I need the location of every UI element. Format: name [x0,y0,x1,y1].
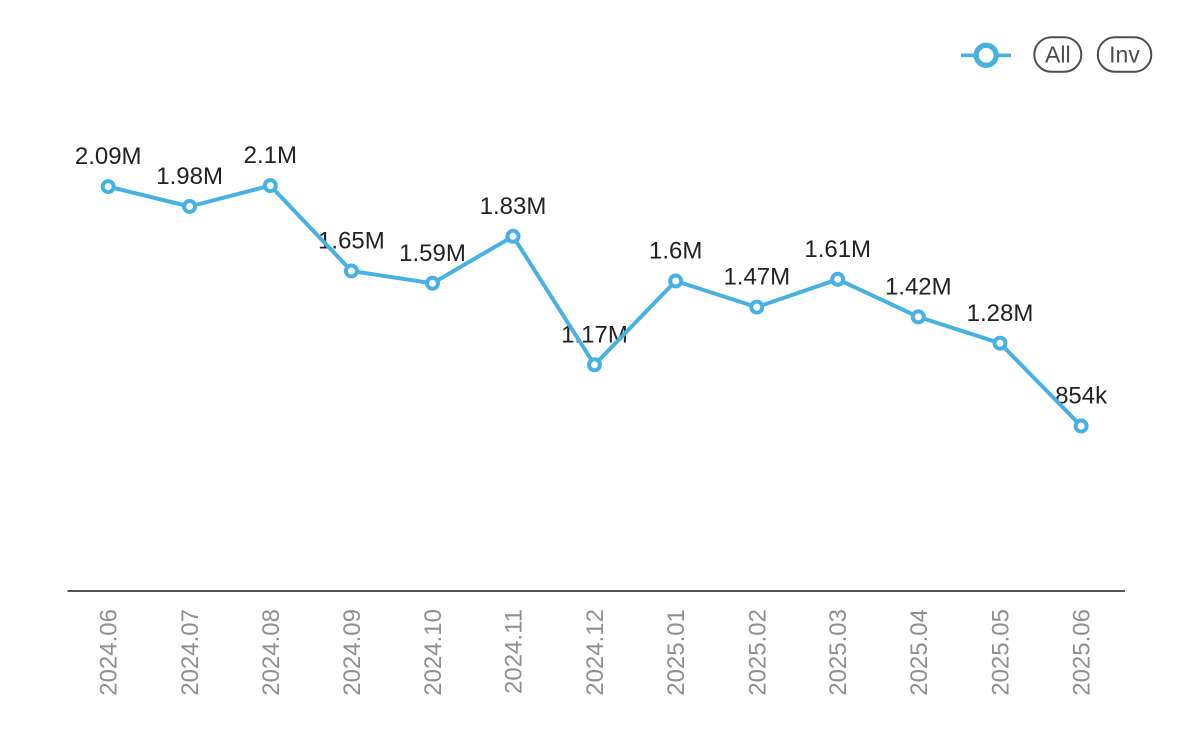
svg-text:2024.06: 2024.06 [96,609,123,696]
svg-text:1.98M: 1.98M [156,163,223,190]
svg-text:2025.01: 2025.01 [663,609,690,696]
svg-text:2025.06: 2025.06 [1069,609,1096,696]
svg-text:2025.03: 2025.03 [825,609,852,696]
svg-text:Inv: Inv [1109,42,1140,68]
svg-text:1.6M: 1.6M [649,238,702,265]
svg-text:2024.12: 2024.12 [582,609,609,696]
svg-text:1.42M: 1.42M [885,274,952,301]
svg-text:All: All [1045,42,1071,68]
svg-text:1.47M: 1.47M [723,264,790,291]
svg-text:1.28M: 1.28M [967,300,1034,327]
svg-text:2024.08: 2024.08 [258,609,285,696]
svg-text:1.61M: 1.61M [804,236,871,263]
svg-text:2024.09: 2024.09 [339,609,366,696]
svg-text:1.59M: 1.59M [399,240,466,267]
svg-text:2024.11: 2024.11 [501,609,528,694]
svg-text:2024.10: 2024.10 [420,609,447,696]
svg-text:2.09M: 2.09M [75,143,142,170]
svg-text:854k: 854k [1055,383,1108,410]
svg-text:2.1M: 2.1M [244,142,297,169]
svg-text:2024.07: 2024.07 [177,609,204,696]
svg-text:1.65M: 1.65M [318,228,385,255]
svg-text:2025.04: 2025.04 [906,609,933,696]
svg-text:1.83M: 1.83M [480,193,547,220]
svg-text:2025.02: 2025.02 [744,609,771,696]
svg-text:2025.05: 2025.05 [988,609,1015,696]
